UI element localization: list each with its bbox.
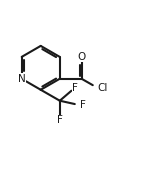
Text: Cl: Cl <box>97 83 107 93</box>
Text: F: F <box>79 100 85 110</box>
Text: F: F <box>72 83 78 93</box>
Text: N: N <box>18 74 26 84</box>
Text: O: O <box>77 52 86 62</box>
Text: F: F <box>57 116 63 125</box>
